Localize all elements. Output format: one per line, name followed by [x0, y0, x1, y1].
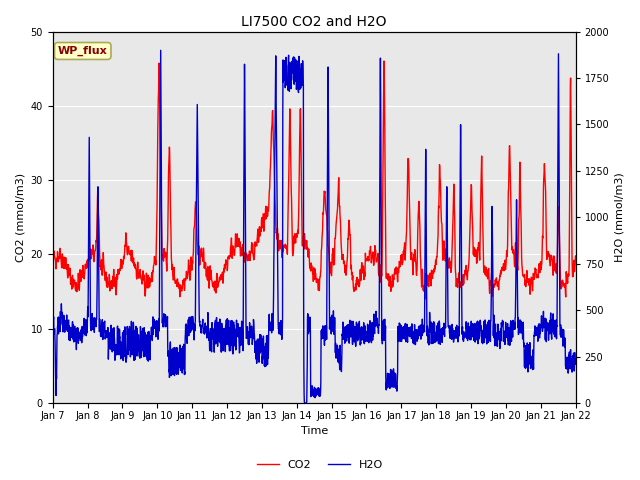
Y-axis label: H2O (mmol/m3): H2O (mmol/m3) [615, 172, 625, 262]
CO2 [467, 217, 474, 223]
H2O [195, 265, 203, 271]
CO2 [195, 247, 202, 252]
H2O [467, 325, 474, 331]
CO2 [526, 282, 534, 288]
Line: H2O: H2O [52, 50, 575, 403]
Legend: CO2, H2O: CO2, H2O [252, 456, 388, 474]
CO2 [422, 296, 429, 302]
H2O [341, 340, 349, 346]
H2O [301, 400, 308, 406]
Title: LI7500 CO2 and H2O: LI7500 CO2 and H2O [241, 15, 387, 29]
X-axis label: Time: Time [301, 426, 328, 436]
H2O [541, 319, 548, 324]
H2O [49, 331, 56, 337]
CO2 [49, 256, 56, 262]
CO2 [340, 260, 348, 266]
Line: CO2: CO2 [52, 61, 575, 299]
CO2 [380, 58, 388, 64]
Y-axis label: CO2 (mmol/m3): CO2 (mmol/m3) [15, 173, 25, 262]
CO2 [329, 246, 337, 252]
CO2 [541, 161, 548, 167]
Text: WP_flux: WP_flux [58, 46, 108, 56]
H2O [526, 340, 534, 346]
H2O [572, 361, 579, 367]
H2O [330, 308, 337, 314]
CO2 [572, 253, 579, 259]
H2O [157, 48, 164, 53]
